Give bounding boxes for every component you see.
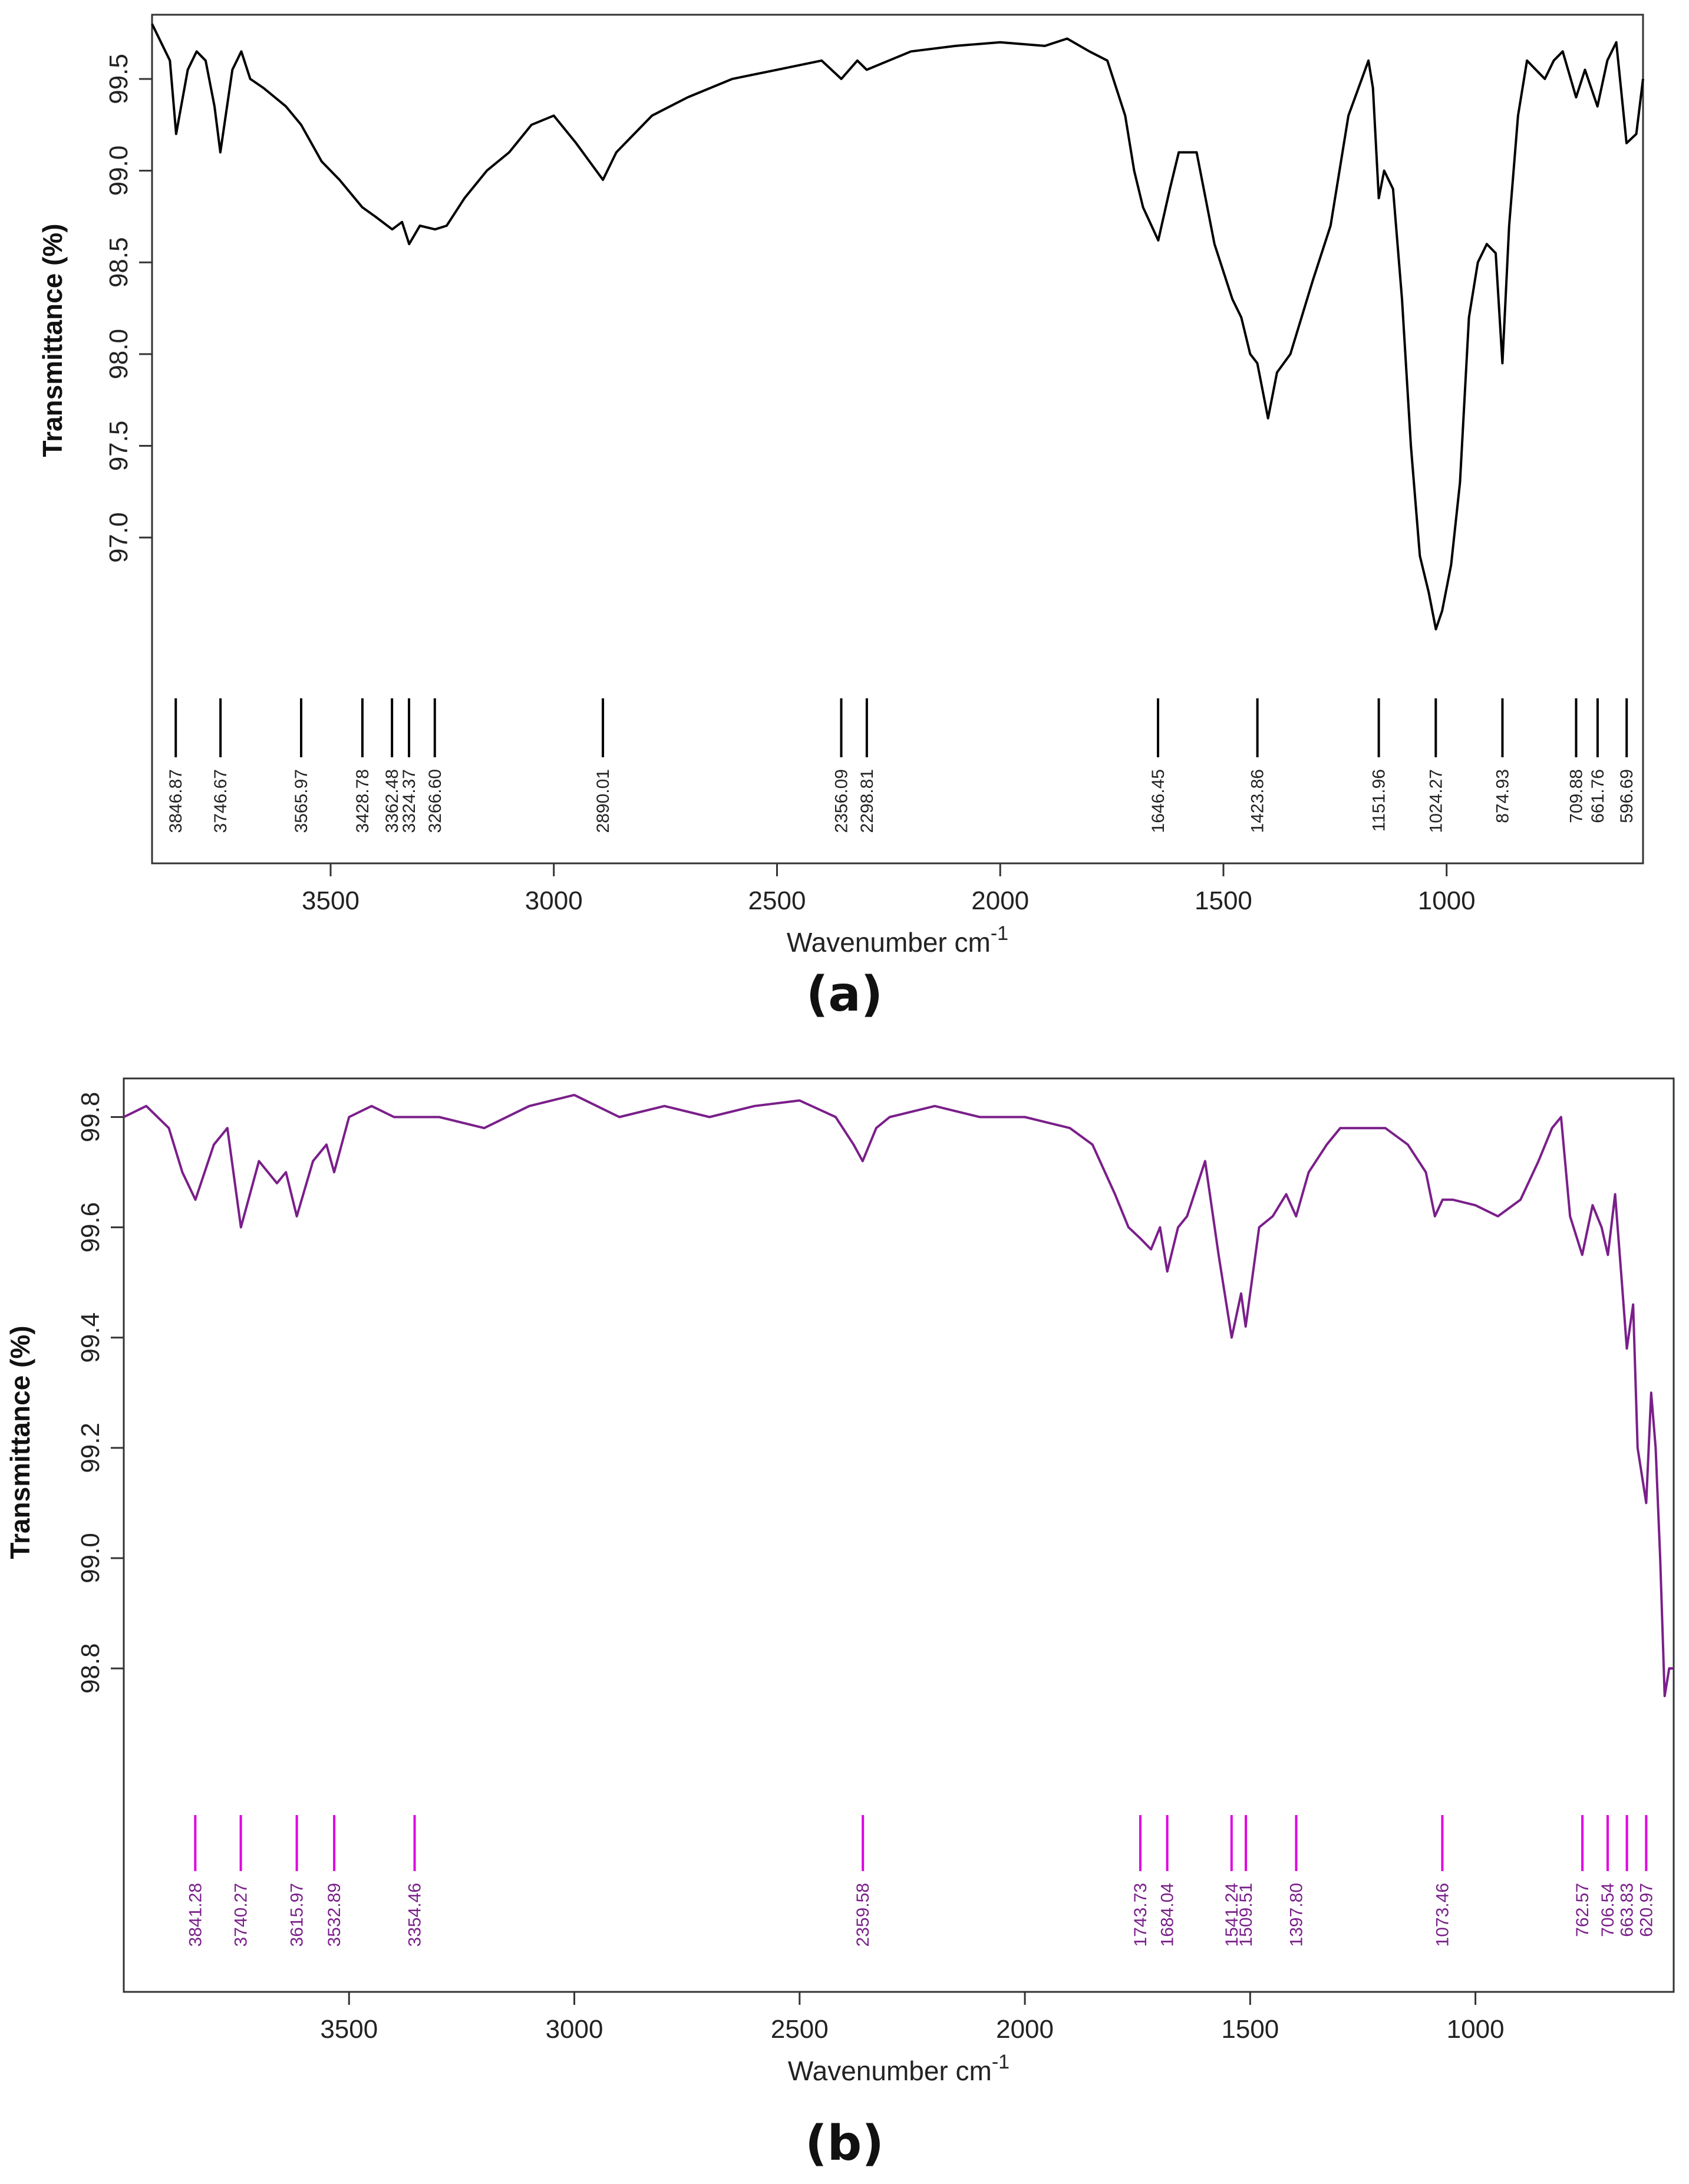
spectrum-line xyxy=(151,23,1644,631)
y-tick-label: 99.5 xyxy=(104,54,133,104)
peak-label: 1509.51 xyxy=(1236,1883,1256,1947)
x-tick-label: 1500 xyxy=(1195,886,1252,915)
peak-label: 3615.97 xyxy=(288,1883,307,1947)
plot-frame xyxy=(151,14,1644,865)
peak-label: 1024.27 xyxy=(1426,769,1446,833)
y-tick-label: 99.6 xyxy=(76,1202,105,1253)
peak-label: 3746.67 xyxy=(211,769,230,833)
peak-label: 1151.96 xyxy=(1370,769,1389,832)
peak-label: 3841.28 xyxy=(186,1883,205,1947)
y-tick-label: 99.8 xyxy=(76,1092,105,1143)
peak-label: 3740.27 xyxy=(232,1883,251,1947)
y-tick-label: 97.5 xyxy=(104,421,133,471)
x-axis-label: Wavenumber cm-1 xyxy=(787,922,1008,958)
peak-label: 706.54 xyxy=(1598,1883,1618,1937)
peak-label: 3428.78 xyxy=(353,769,372,833)
x-tick-label: 3000 xyxy=(546,2015,603,2044)
peak-label: 1684.04 xyxy=(1158,1883,1177,1947)
y-tick-label: 99.2 xyxy=(76,1423,105,1473)
ftir-chart-a: 3500 3000 2500 2000 1500 1000 97.0 97.5 98.0 98.5… xyxy=(37,14,1644,958)
y-axis-label: Transmittance (%) xyxy=(37,223,68,457)
panel-label-a: (a) xyxy=(806,966,883,1022)
x-tick-label: 1500 xyxy=(1221,2015,1279,2044)
spectrum-line xyxy=(123,1094,1674,1697)
x-axis-label: Wavenumber cm-1 xyxy=(788,2051,1010,2086)
x-tick-label: 2000 xyxy=(971,886,1029,915)
peak-label: 620.97 xyxy=(1637,1883,1656,1937)
x-tick-label: 1000 xyxy=(1418,886,1476,915)
x-tick-label: 1000 xyxy=(1447,2015,1505,2044)
peak-label: 2359.58 xyxy=(853,1883,873,1947)
panel-label-b: (b) xyxy=(805,2116,884,2172)
peak-label: 762.57 xyxy=(1573,1883,1592,1937)
x-tick-label: 2500 xyxy=(748,886,806,915)
peak-label: 2890.01 xyxy=(593,769,613,833)
y-tick-label: 98.5 xyxy=(104,237,133,288)
y-tick-label: 98.0 xyxy=(104,329,133,380)
peak-label: 3565.97 xyxy=(292,769,311,833)
x-tick-label: 2000 xyxy=(996,2015,1054,2044)
peak-label: 3324.37 xyxy=(400,769,419,833)
y-tick-label: 98.8 xyxy=(76,1643,105,1694)
x-tick-label: 3500 xyxy=(302,886,359,915)
peak-label: 709.88 xyxy=(1566,769,1586,823)
y-tick-label: 99.0 xyxy=(76,1533,105,1583)
peak-label: 3362.48 xyxy=(382,769,402,833)
x-tick-label: 3500 xyxy=(320,2015,378,2044)
peak-label: 3532.89 xyxy=(325,1883,344,1947)
peak-label: 1073.46 xyxy=(1433,1883,1452,1947)
peak-label: 3354.46 xyxy=(405,1883,425,1947)
y-axis-label: Transmittance (%) xyxy=(5,1325,35,1559)
y-tick-label: 99.4 xyxy=(76,1312,105,1363)
y-tick-label: 99.0 xyxy=(104,146,133,196)
peak-label: 1423.86 xyxy=(1248,769,1268,833)
peak-label: 1743.73 xyxy=(1131,1883,1150,1947)
peak-label: 3266.60 xyxy=(425,769,445,833)
ftir-chart-b: 3500 3000 2500 2000 1500 1000 98.8 99.0 99.2 99.4… xyxy=(5,1077,1675,2086)
peak-label: 874.93 xyxy=(1493,769,1512,823)
plot-frame xyxy=(123,1077,1675,1993)
y-tick-label: 97.0 xyxy=(104,512,133,563)
peak-label: 2298.81 xyxy=(857,769,877,833)
peak-label: 596.69 xyxy=(1617,769,1637,823)
x-tick-label: 2500 xyxy=(771,2015,829,2044)
peak-label: 3846.87 xyxy=(166,769,186,833)
peak-label: 1397.80 xyxy=(1286,1883,1306,1947)
peak-label: 661.76 xyxy=(1588,769,1608,823)
peak-label: 1646.45 xyxy=(1149,769,1168,833)
x-tick-label: 3000 xyxy=(525,886,583,915)
peak-label: 2356.09 xyxy=(832,769,851,833)
peak-label: 663.83 xyxy=(1618,1883,1637,1937)
peak-label: 1541.24 xyxy=(1222,1883,1242,1947)
